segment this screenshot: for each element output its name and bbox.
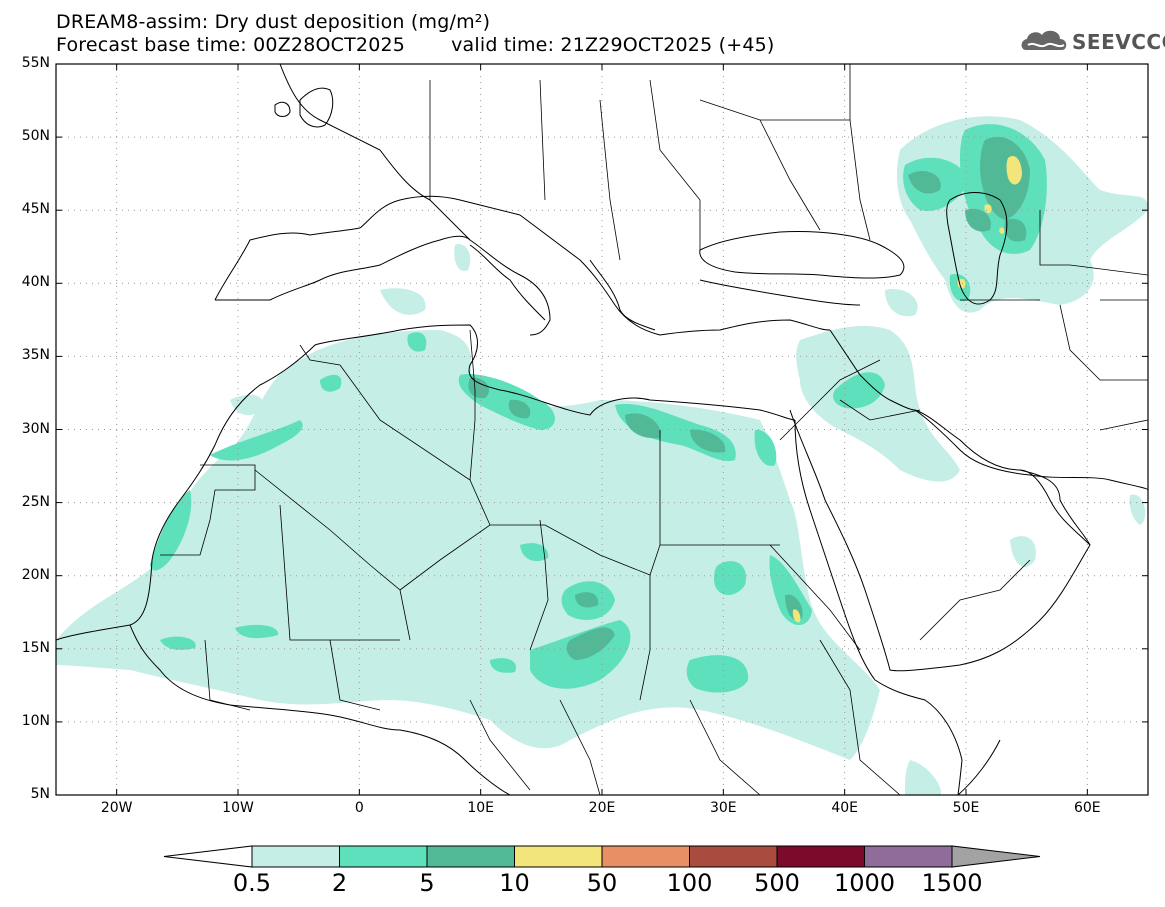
logo-text: SEEVCCC bbox=[1072, 30, 1165, 54]
lat-label: 40N bbox=[21, 274, 50, 291]
dust-deposition-field bbox=[56, 116, 1148, 795]
graticule bbox=[56, 64, 1148, 795]
lat-label: 25N bbox=[21, 493, 50, 510]
valid-time: valid time: 21Z29OCT2025 (+45) bbox=[451, 34, 775, 56]
base-time: Forecast base time: 00Z28OCT2025 bbox=[56, 34, 406, 56]
colorbar-label: 1500 bbox=[921, 869, 983, 897]
colorbar-label: 500 bbox=[754, 869, 800, 897]
lat-label: 5N bbox=[30, 786, 50, 802]
lat-label: 10N bbox=[21, 712, 50, 729]
lon-label: 0 bbox=[354, 800, 364, 816]
colorbar-label: 5 bbox=[419, 869, 435, 897]
colorbar-label: 100 bbox=[666, 869, 713, 897]
seevccc-logo: SEEVCCC bbox=[1018, 24, 1165, 58]
lon-label: 30E bbox=[709, 800, 737, 816]
lat-label: 30N bbox=[21, 420, 50, 437]
lat-label: 20N bbox=[21, 566, 50, 583]
lon-label: 50E bbox=[952, 800, 980, 816]
lon-label: 10W bbox=[222, 800, 254, 816]
colorbar-label: 0.5 bbox=[232, 869, 272, 897]
lon-label: 10E bbox=[467, 800, 494, 816]
lon-label: 40E bbox=[831, 800, 858, 816]
map-title: DREAM8-assim: Dry dust deposition (mg/m²… bbox=[56, 11, 491, 33]
lat-label: 35N bbox=[21, 347, 50, 364]
cloud-logo-icon bbox=[1021, 30, 1067, 50]
lat-label: 45N bbox=[21, 201, 50, 218]
lon-label: 20W bbox=[100, 800, 133, 816]
lat-label: 50N bbox=[21, 128, 50, 145]
lat-label: 55N bbox=[21, 55, 50, 71]
colorbar-label: 10 bbox=[499, 869, 530, 897]
colorbar-label: 2 bbox=[331, 869, 348, 897]
lat-label: 15N bbox=[21, 639, 50, 656]
colorbar-label: 50 bbox=[586, 869, 618, 897]
colorbar-label: 1000 bbox=[833, 869, 896, 897]
lon-label: 60E bbox=[1073, 800, 1101, 816]
forecast-times: Forecast base time: 00Z28OCT2025 valid ti… bbox=[56, 35, 775, 56]
country-borders bbox=[160, 64, 1148, 795]
lon-label: 20E bbox=[588, 800, 616, 816]
